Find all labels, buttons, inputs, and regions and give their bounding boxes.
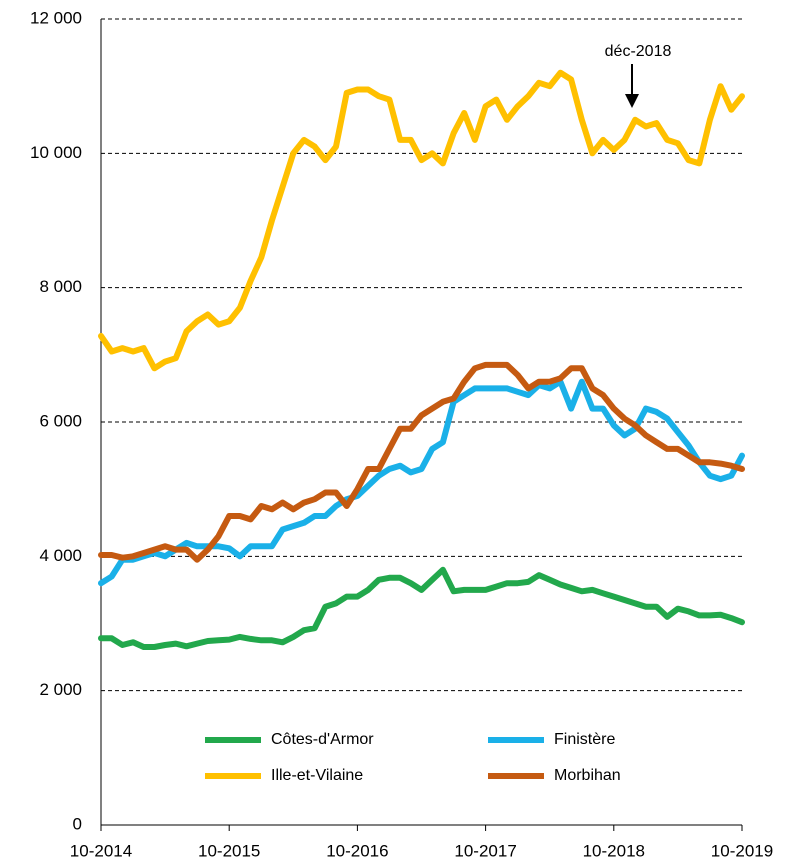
y-tick-label: 2 000 (39, 680, 82, 699)
x-tick-label: 10-2014 (70, 841, 132, 860)
series-line (98, 69, 745, 372)
legend-label: Morbihan (554, 767, 621, 784)
y-tick-label: 10 000 (30, 143, 82, 162)
y-tick-label: 8 000 (39, 277, 82, 296)
legend-label: Finistère (554, 731, 615, 748)
y-tick-label: 6 000 (39, 411, 82, 430)
legend-label: Côtes-d'Armor (271, 731, 374, 748)
y-tick-label: 0 (73, 814, 82, 833)
annotation-arrowhead (625, 94, 639, 108)
y-tick-label: 12 000 (30, 8, 82, 27)
series-line (98, 361, 745, 563)
x-tick-label: 10-2015 (198, 841, 260, 860)
legend-label: Ille-et-Vilaine (271, 767, 363, 784)
x-tick-label: 10-2018 (583, 841, 645, 860)
y-tick-label: 4 000 (39, 546, 82, 565)
x-tick-label: 10-2019 (711, 841, 773, 860)
x-tick-label: 10-2016 (326, 841, 388, 860)
x-tick-label: 10-2017 (454, 841, 516, 860)
annotation: déc-2018 (605, 43, 672, 60)
series-line (98, 566, 745, 650)
